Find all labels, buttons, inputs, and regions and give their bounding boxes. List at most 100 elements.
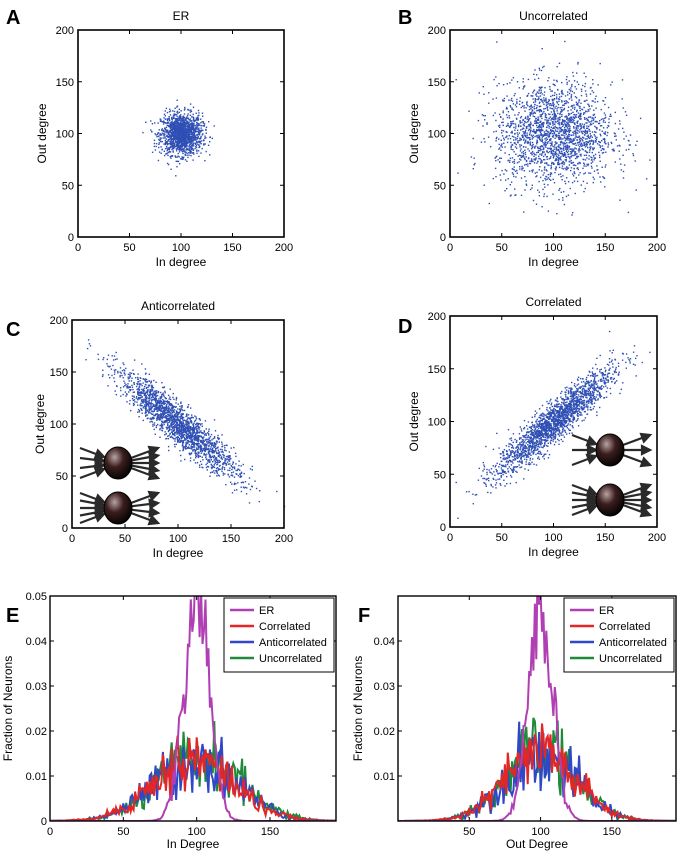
scatter-point [529, 114, 531, 116]
scatter-point [135, 397, 137, 399]
scatter-point [191, 133, 194, 136]
scatter-point [196, 138, 198, 140]
scatter-point [193, 124, 195, 127]
scatter-point [142, 392, 144, 394]
scatter-point [184, 146, 186, 148]
scatter-point [560, 126, 562, 129]
scatter-point [494, 157, 496, 159]
scatter-point [540, 87, 542, 90]
scatter-point [130, 372, 133, 374]
scatter-point [179, 405, 181, 407]
scatter-point [183, 132, 185, 135]
scatter-point [571, 214, 573, 216]
scatter-point [548, 178, 551, 180]
scatter-point [570, 155, 572, 158]
scatter-point [564, 140, 566, 142]
scatter-point [215, 449, 217, 451]
scatter-point [169, 146, 172, 148]
scatter-point [564, 180, 566, 183]
scatter-point [575, 103, 578, 106]
scatter-point [230, 457, 232, 460]
scatter-point [195, 126, 197, 129]
scatter-point [484, 115, 486, 117]
scatter-point [186, 149, 189, 151]
scatter-point [186, 133, 188, 135]
scatter-point [539, 158, 541, 160]
scatter-point [175, 120, 178, 123]
scatter-point [604, 132, 606, 135]
scatter-point [170, 134, 173, 137]
scatter-point [228, 476, 231, 478]
scatter-point [527, 105, 529, 107]
scatter-point [181, 131, 183, 133]
scatter-point [122, 386, 125, 388]
scatter-point [571, 181, 574, 184]
scatter-point [158, 418, 161, 420]
scatter-point [561, 122, 563, 125]
scatter-point [526, 103, 528, 106]
scatter-point [196, 432, 198, 435]
scatter-point [563, 107, 566, 110]
scatter-point [137, 391, 139, 393]
scatter-point [191, 429, 193, 431]
scatter-point [520, 148, 522, 150]
scatter-point [185, 421, 187, 423]
scatter-point [233, 482, 236, 484]
scatter-point [553, 118, 555, 121]
scatter-point [211, 465, 213, 467]
scatter-point [597, 172, 599, 174]
scatter-point [128, 403, 131, 405]
scatter-point [205, 126, 208, 128]
scatter-point [509, 157, 512, 159]
scatter-point [579, 140, 581, 143]
scatter-point [224, 449, 226, 451]
scatter-point [589, 146, 591, 148]
scatter-point [233, 468, 236, 470]
scatter-point [542, 155, 545, 158]
scatter-point [576, 157, 578, 159]
scatter-point [512, 173, 514, 175]
scatter-point [564, 123, 566, 125]
scatter-point [551, 161, 553, 164]
scatter-point [151, 390, 154, 392]
scatter-point [180, 430, 183, 433]
scatter-point [588, 172, 590, 174]
scatter-point [514, 127, 517, 129]
scatter-point [618, 150, 620, 152]
scatter-point [521, 134, 523, 137]
scatter-point [558, 138, 560, 140]
scatter-point [131, 395, 134, 397]
scatter-point [554, 129, 557, 131]
scatter-point [184, 134, 186, 137]
scatter-point [195, 423, 197, 426]
scatter-point [179, 135, 181, 137]
scatter-point [150, 402, 152, 404]
scatter-point [614, 122, 617, 125]
scatter-point [202, 122, 205, 124]
scatter-point [574, 153, 577, 155]
scatter-point [203, 443, 205, 445]
scatter-point [474, 162, 476, 165]
scatter-point [201, 423, 203, 425]
scatter-point [552, 124, 554, 126]
scatter-point [503, 97, 506, 100]
scatter-point [541, 93, 543, 95]
scatter-point [192, 131, 195, 133]
scatter-point [180, 127, 182, 129]
scatter-point [541, 113, 543, 115]
scatter-point [575, 136, 578, 138]
scatter-point [562, 197, 564, 199]
scatter-point [623, 138, 625, 140]
scatter-point [574, 137, 576, 139]
scatter-point [576, 139, 578, 141]
scatter-point [536, 141, 538, 143]
scatter-point [140, 392, 143, 394]
scatter-point [240, 465, 242, 467]
scatter-point [583, 154, 586, 157]
scatter-point [515, 117, 518, 120]
scatter-point [183, 143, 185, 145]
scatter-point [198, 464, 201, 466]
scatter-point [579, 115, 581, 117]
scatter-point [523, 125, 525, 127]
scatter-point [168, 151, 170, 154]
